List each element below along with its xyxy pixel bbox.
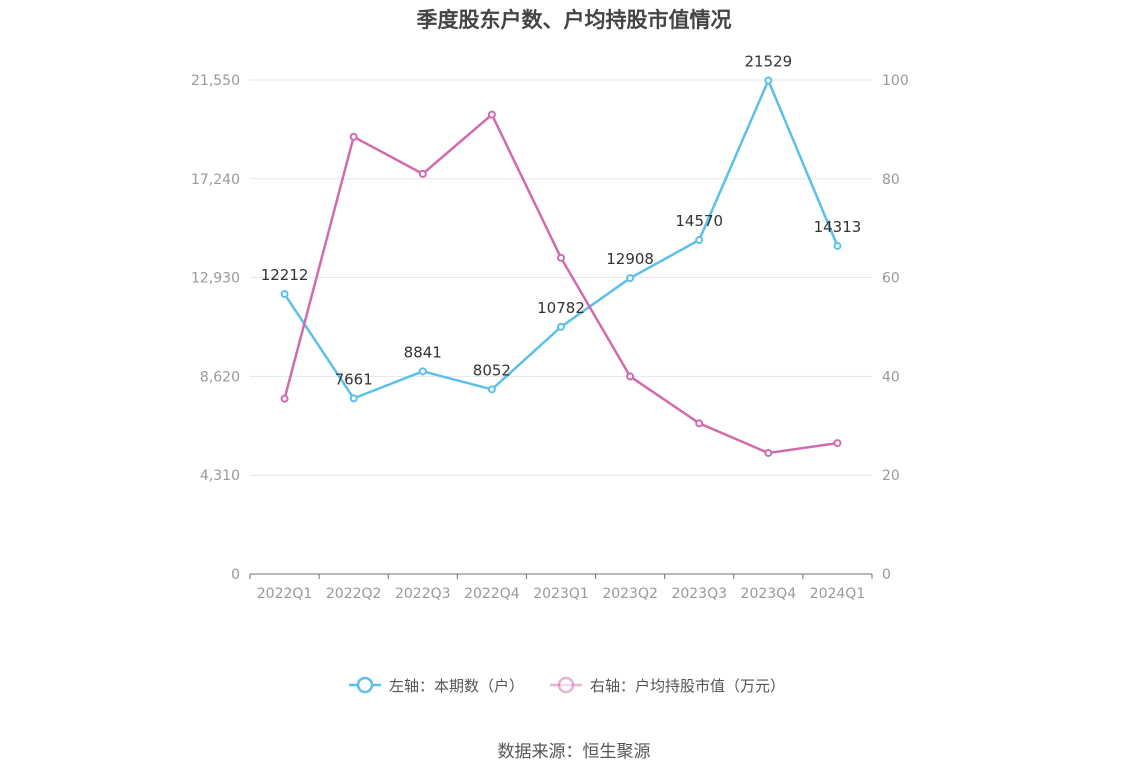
- data-point: [487, 110, 496, 119]
- data-point: [764, 76, 773, 85]
- data-point: [349, 132, 358, 141]
- x-tick-label: 2022Q3: [395, 586, 451, 602]
- data-point: [833, 241, 842, 250]
- left-tick-label: 21,550: [191, 73, 240, 89]
- data-point: [557, 253, 565, 262]
- x-tick-label: 2023Q4: [741, 586, 797, 602]
- data-label: 12908: [606, 250, 654, 268]
- data-label: 14570: [675, 212, 723, 230]
- data-point: [695, 236, 704, 245]
- right-tick-label: 100: [882, 73, 909, 89]
- data-point: [833, 439, 842, 448]
- data-point: [557, 322, 565, 331]
- legend-left-series-label: 左轴：本期数（户）: [389, 677, 524, 695]
- data-point: [418, 367, 427, 376]
- series-line-2: [283, 112, 838, 455]
- x-tick-label: 2024Q1: [810, 586, 866, 602]
- data-label: 21529: [744, 52, 792, 70]
- x-tick-label: 2023Q1: [533, 586, 589, 602]
- data-label: 10782: [537, 299, 585, 317]
- data-source: 数据来源：恒生聚源: [497, 742, 651, 762]
- data-label: 14313: [814, 218, 862, 236]
- data-point: [626, 372, 635, 381]
- series-line-1: [283, 77, 839, 400]
- x-tick-label: 2023Q2: [602, 586, 658, 602]
- left-tick-label: 12,930: [191, 271, 240, 287]
- data-label: 8841: [404, 343, 442, 361]
- right-tick-label: 80: [882, 172, 900, 188]
- right-tick-label: 0: [882, 567, 891, 583]
- left-tick-label: 0: [231, 567, 240, 583]
- data-point: [280, 290, 289, 299]
- right-tick-label: 20: [882, 468, 900, 484]
- data-point: [349, 394, 358, 403]
- legend-right-series-marker: [557, 676, 575, 694]
- data-point: [695, 419, 704, 428]
- legend-right-series-label: 右轴：户均持股市值（万元）: [590, 677, 785, 695]
- chart-title: 季度股东户数、户均持股市值情况: [416, 8, 732, 32]
- right-tick-label: 60: [882, 271, 900, 287]
- data-point: [280, 394, 289, 403]
- data-point: [764, 448, 773, 457]
- left-tick-label: 17,240: [191, 172, 240, 188]
- data-point: [626, 274, 635, 283]
- right-tick-label: 40: [882, 369, 900, 385]
- x-tick-label: 2023Q3: [671, 586, 727, 602]
- x-tick-label: 2022Q4: [464, 586, 520, 602]
- data-label: 7661: [335, 370, 373, 388]
- data-label: 8052: [473, 361, 511, 379]
- x-tick-label: 2022Q1: [257, 586, 313, 602]
- data-point: [487, 385, 496, 394]
- left-tick-label: 8,620: [200, 369, 240, 385]
- legend-left-series-marker: [356, 676, 374, 694]
- data-point: [418, 169, 427, 178]
- x-tick-label: 2022Q2: [326, 586, 382, 602]
- left-tick-label: 4,310: [200, 468, 240, 484]
- data-label: 12212: [261, 266, 309, 284]
